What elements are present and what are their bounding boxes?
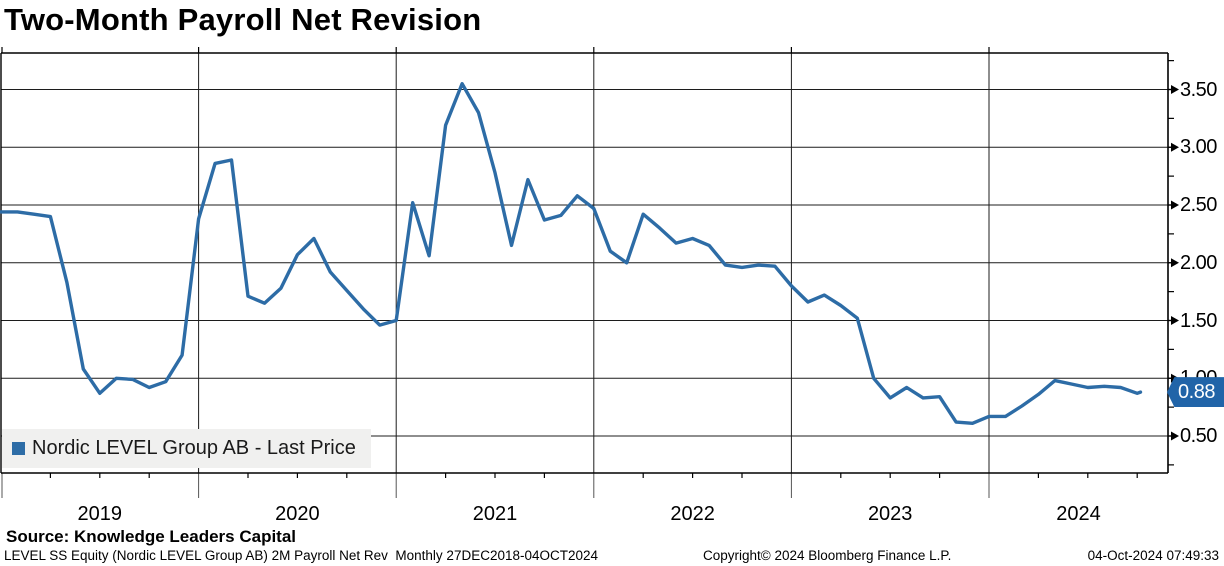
y-tick-label: 0.50 — [1180, 425, 1217, 447]
x-year-label: 2023 — [867, 503, 913, 525]
year-divider-lines — [1, 47, 990, 498]
x-year-label: 2020 — [275, 503, 320, 525]
y-tick-label: 3.50 — [1180, 78, 1217, 101]
quarter-ticks — [49, 473, 1138, 478]
x-year-label: 2024 — [1056, 503, 1101, 525]
price-line — [0, 81, 1143, 425]
y-tick-label: 2.50 — [1180, 194, 1217, 216]
footer-timestamp: 04-Oct-2024 07:49:33 — [1087, 548, 1219, 563]
source-line: Source: Knowledge Leaders Capital — [6, 527, 297, 546]
footer-security-info: LEVEL SS Equity (Nordic LEVEL Group AB) … — [4, 548, 599, 563]
chart-title: Two-Month Payroll Net Revision — [4, 2, 482, 37]
footer-copyright: Copyright© 2024 Bloomberg Finance L.P. — [703, 548, 952, 563]
last-price-badge: 0.88 — [1167, 377, 1224, 408]
legend-label: Nordic LEVEL Group AB - Last Price — [32, 437, 356, 459]
x-year-label: 2021 — [472, 503, 518, 525]
plot-border — [0, 52, 1169, 474]
last-price-value: 0.88 — [1178, 381, 1215, 404]
legend-marker-icon — [12, 442, 25, 455]
y-tick-label: 3.00 — [1180, 136, 1217, 159]
x-year-label: 2019 — [77, 503, 123, 525]
y-tick-label: 1.50 — [1180, 309, 1217, 332]
x-year-label: 2022 — [670, 503, 715, 525]
y-tick-label: 2.00 — [1180, 251, 1217, 274]
grid-lines — [1, 60, 1179, 466]
legend[interactable]: Nordic LEVEL Group AB - Last Price — [2, 429, 371, 468]
